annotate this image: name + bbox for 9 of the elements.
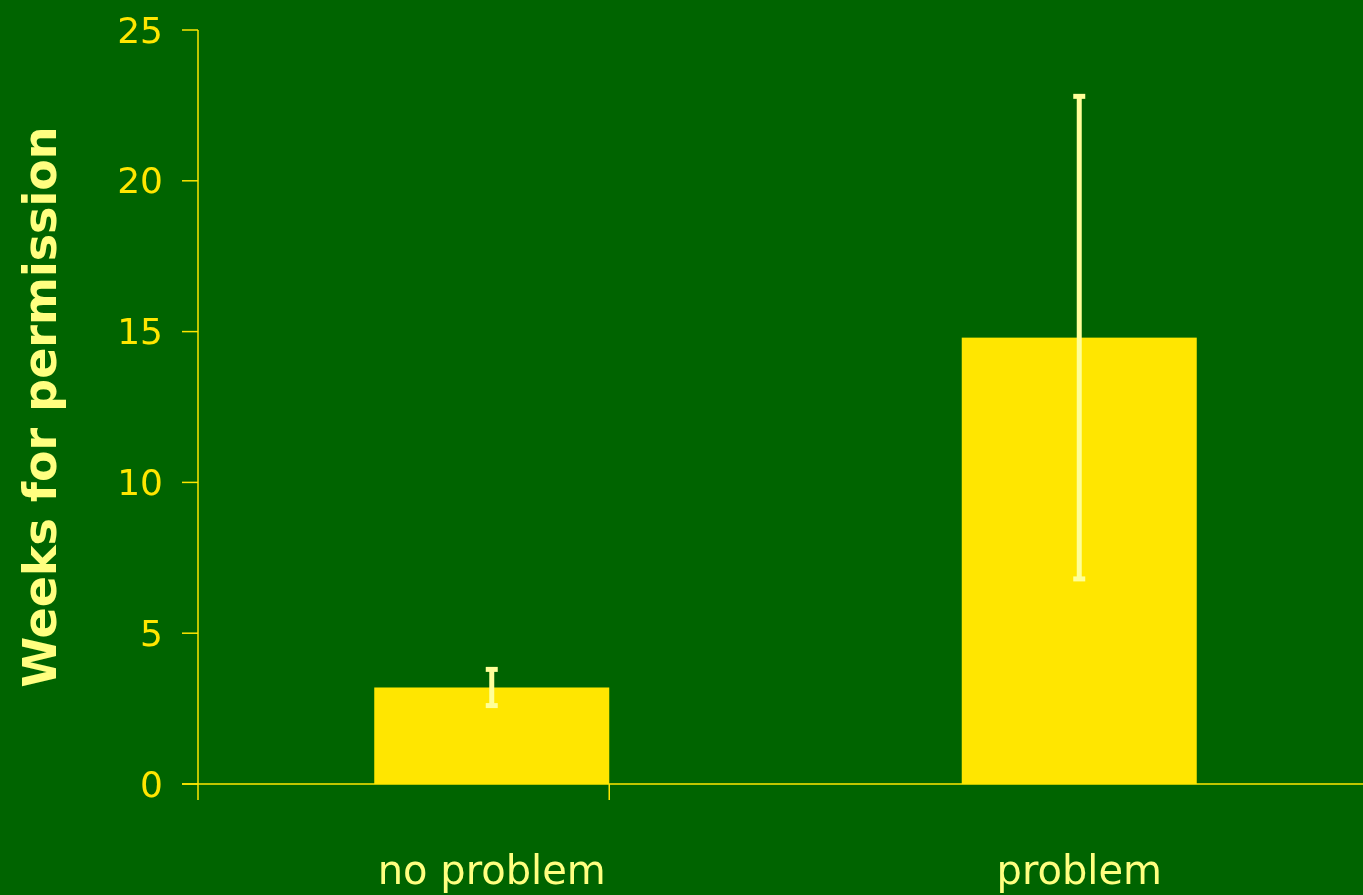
y-tick-label: 0 [140, 763, 163, 805]
y-axis-title: Weeks for permission [13, 126, 67, 688]
x-tick-label: no problem [377, 847, 606, 893]
x-tick-label: problem [996, 847, 1163, 893]
y-tick-label: 15 [117, 311, 163, 353]
y-tick-label: 5 [140, 612, 163, 654]
y-tick-label: 10 [117, 462, 163, 503]
y-tick-label: 20 [117, 160, 163, 202]
y-tick-label: 25 [117, 9, 163, 51]
